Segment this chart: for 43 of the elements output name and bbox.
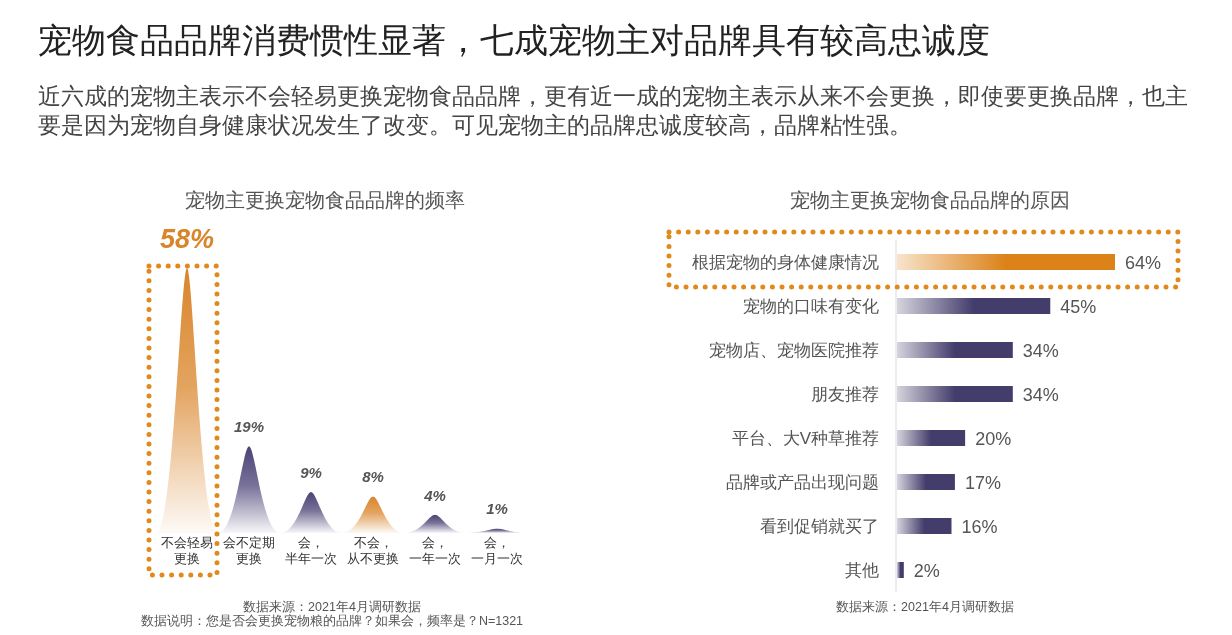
text: 数据说明：您是否会更换宠物粮的品牌？如果会，频率是？N=1321 [140, 612, 524, 628]
data-label: 58% [159, 224, 215, 254]
data-label: 1% [486, 500, 508, 518]
x-tick-label: 会，一月一次 [471, 535, 523, 566]
data-label: 19% [233, 418, 265, 436]
x-tick-label: 会不定期更换 [223, 535, 275, 566]
data-label: 34% [1022, 384, 1059, 405]
text: 宠物食品品牌消费惯性显著，七成宠物主对品牌具有较高忠诚度 [38, 21, 990, 59]
y-tick-label: 其他 [845, 561, 879, 580]
bar [897, 518, 952, 534]
source-note: 数据来源：2021年4月调研数据 [836, 600, 1014, 614]
bar [897, 386, 1013, 402]
data-label: 34% [1022, 340, 1059, 361]
data-label: 45% [1060, 296, 1097, 317]
y-tick-label: 宠物店、宠物医院推荐 [709, 341, 879, 360]
y-tick-label: 宠物的口味有变化 [743, 297, 879, 316]
y-tick-label: 朋友推荐 [811, 385, 879, 404]
x-tick-label: 会，半年一次 [285, 535, 337, 566]
chart-title: 宠物主更换宠物食品品牌的原因 [790, 189, 1070, 211]
bar [897, 342, 1013, 358]
data-label: 16% [961, 516, 998, 537]
y-tick-label: 平台、大V种草推荐 [731, 429, 879, 448]
chart-title: 宠物主更换宠物食品品牌的频率 [185, 189, 465, 211]
x-tick-label: 不会，从不更换 [347, 535, 399, 566]
text: 近六成的宠物主表示不会轻易更换宠物食品品牌，更有近一成的宠物主表示从来不会更换，即使要更换品牌，也主要是因为宠物自身健康状况发生了改变。可见宠物主的品牌忠诚度较高，品牌粘性强。 [38, 84, 1188, 138]
data-label: 8% [362, 468, 384, 486]
data-label: 2% [913, 560, 940, 581]
bar [897, 562, 904, 578]
source-note: 数据来源：2021年4月调研数据 [243, 600, 421, 614]
x-tick-label: 不会轻易更换 [161, 535, 213, 566]
bar [897, 254, 1115, 270]
x-tick-label: 会，一年一次 [409, 535, 461, 566]
y-tick-label: 品牌或产品出现问题 [726, 473, 879, 492]
bar [897, 474, 955, 490]
data-label: 9% [300, 463, 322, 481]
data-label: 17% [964, 472, 1001, 493]
data-label: 64% [1125, 252, 1162, 273]
data-label: 20% [975, 428, 1012, 449]
y-tick-label: 看到促销就买了 [760, 517, 879, 536]
y-tick-label: 根据宠物的身体健康情况 [692, 253, 879, 272]
data-label: 4% [423, 486, 446, 504]
bar [897, 430, 966, 446]
bar [897, 298, 1051, 314]
